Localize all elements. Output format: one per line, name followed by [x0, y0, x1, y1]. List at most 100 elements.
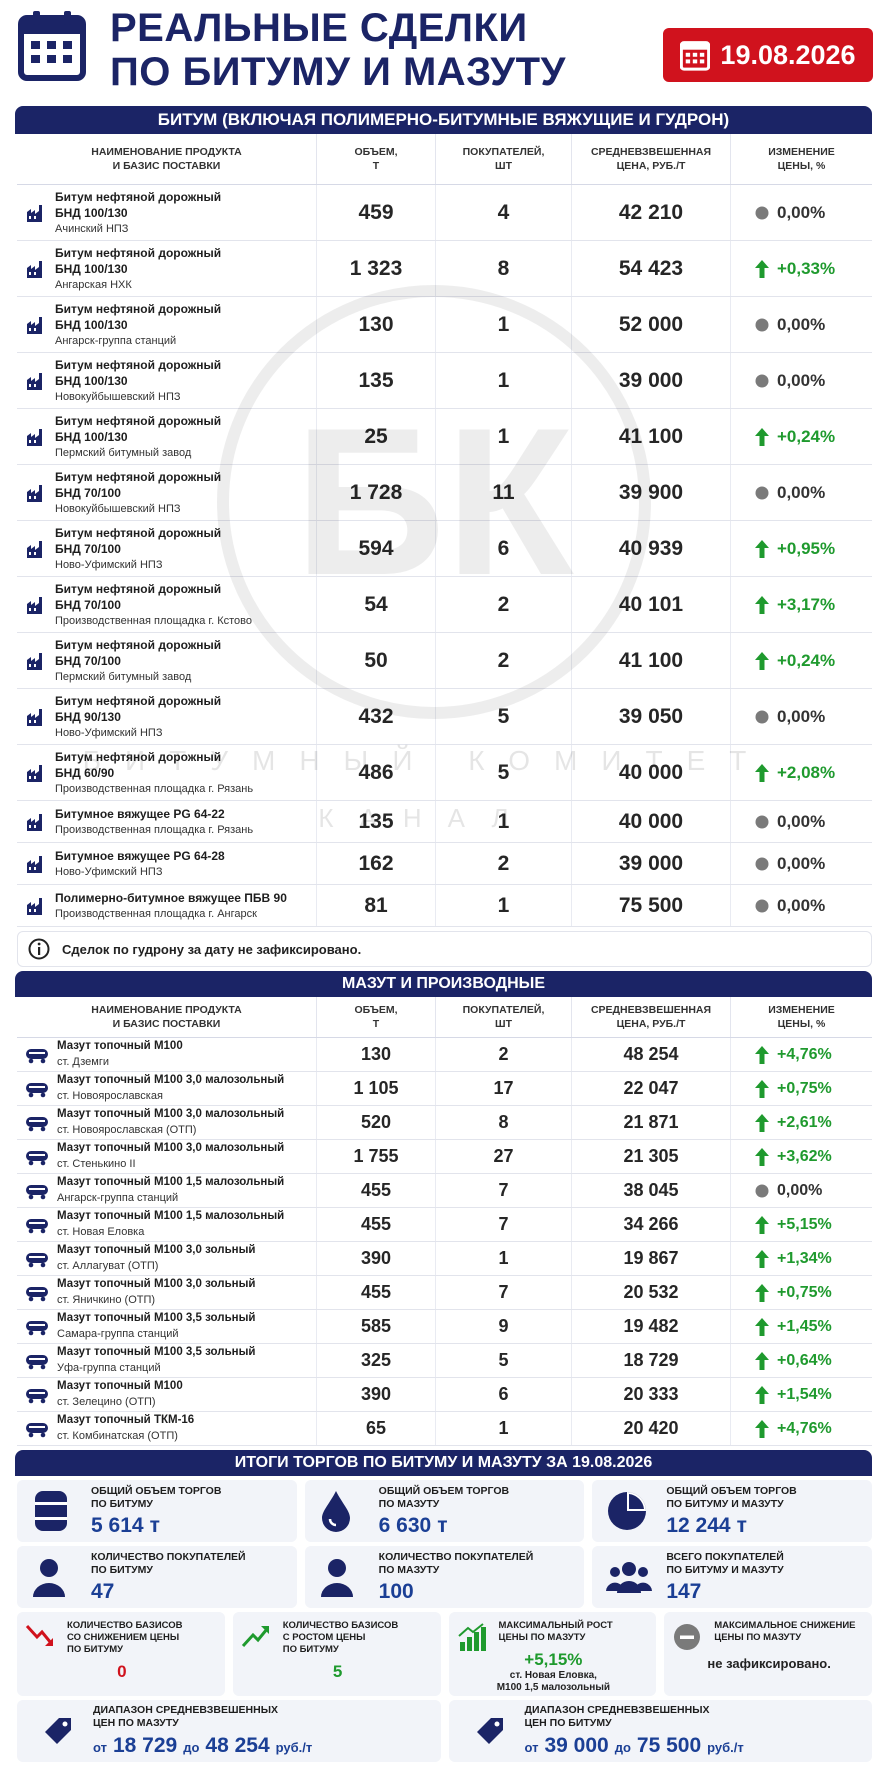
- name-lines: Мазут топочный ТКМ-16 ст. Комбинатская (О…: [57, 1413, 194, 1444]
- icon-part: [622, 1562, 637, 1576]
- product-name: Битум нефтяной дорожный: [55, 245, 222, 260]
- icon-part: [27, 652, 42, 670]
- delivery-basis: Производственная площадка г. Рязань: [55, 782, 254, 795]
- product-name: БНД 90/130: [55, 709, 121, 724]
- icon-part: [37, 942, 41, 946]
- section-title: БИТУМ (ВКЛЮЧАЯ ПОЛИМЕРНО-БИТУМНЫЕ ВЯЖУЩИ…: [15, 106, 872, 134]
- highlight-value: 0: [117, 1662, 127, 1681]
- price-change: +1,54%: [777, 1385, 832, 1403]
- icon-part: [606, 1562, 653, 1593]
- volume-cell: 455: [317, 1208, 436, 1241]
- icon-part: [755, 206, 769, 219]
- delivery-basis: Производственная площадка г. Ангарск: [55, 907, 257, 920]
- price-tag-icon: [41, 1714, 75, 1748]
- stat-text: ОБЩИЙ ОБЪЕМ ТОРГОВ ПО БИТУМУ 5 614 т: [91, 1485, 221, 1538]
- icon-part: [241, 1626, 269, 1648]
- price-cell: 39 000: [572, 353, 731, 408]
- icon-part: [617, 1581, 642, 1593]
- icon-part: [28, 1058, 34, 1063]
- icon-part: [28, 1228, 34, 1233]
- icon-part: [40, 1296, 46, 1301]
- icon-part: [26, 1150, 48, 1165]
- icon-part: [755, 486, 769, 499]
- icon-part: [25, 1624, 53, 1644]
- name-cell: Мазут топочный М100 3,5 зольный Самара-гр…: [17, 1310, 317, 1343]
- buyers-cell: 2: [436, 577, 572, 632]
- highlight-card: КОЛИЧЕСТВО БАЗИСОВ СО СНИЖЕНИЕМ ЦЕНЫ ПО …: [17, 1612, 225, 1696]
- icon-part: [26, 1116, 48, 1131]
- icon-part: [31, 55, 40, 63]
- change-cell: +4,76%: [731, 1412, 872, 1445]
- buyers: 7: [498, 1282, 509, 1302]
- buyers-cell: 1: [436, 409, 572, 464]
- icon-part: [755, 857, 769, 870]
- icon-part: [260, 1626, 269, 1634]
- price-cell: 52 000: [572, 297, 731, 352]
- name-lines: Мазут топочный М100 3,0 зольный ст. Яничк…: [57, 1277, 255, 1308]
- table-row: Битум нефтяной дорожный БНД 70/100 Ново-Уф…: [17, 521, 872, 577]
- buyers: 6: [497, 536, 510, 560]
- name-cell: Мазут топочный ТКМ-16 ст. Комбинатская (О…: [17, 1412, 317, 1445]
- stat-value-line: 147: [666, 1577, 784, 1604]
- icon-part: [494, 1721, 499, 1727]
- product-icon: [25, 370, 47, 392]
- price-cell: 21 305: [572, 1140, 731, 1173]
- table-row: Мазут топочный М100 3,0 малозольный ст. Н…: [17, 1106, 872, 1140]
- price: 19 867: [623, 1248, 679, 1268]
- icon-part: [25, 1624, 53, 1646]
- volume: 130: [358, 312, 394, 336]
- price-cell: 40 000: [572, 801, 731, 842]
- icon-part: [29, 1051, 45, 1054]
- icon-part: [755, 815, 769, 828]
- table-row: Битум нефтяной дорожный БНД 100/130 Новоку…: [17, 353, 872, 409]
- product-icon: [25, 1080, 49, 1098]
- delivery-basis: Производственная площадка г. Кстово: [55, 614, 252, 627]
- up-arrow-icon: [755, 1113, 769, 1132]
- icon-part: [26, 1388, 48, 1403]
- range-from: 39 000: [544, 1734, 609, 1757]
- column-title: СРЕДНЕВЗВЕШЕННАЯ ЦЕНА, РУБ./Т: [572, 997, 731, 1037]
- icon-part: [29, 866, 31, 870]
- price: 22 047: [623, 1078, 679, 1098]
- price-cell: 39 900: [572, 465, 731, 520]
- highlight-row: КОЛИЧЕСТВО БАЗИСОВ СО СНИЖЕНИЕМ ЦЕНЫ ПО …: [17, 1612, 872, 1696]
- price-change: 0,00%: [777, 811, 826, 831]
- icon-part: [320, 1559, 353, 1597]
- range-from: 18 729: [112, 1734, 178, 1757]
- icon-part: [755, 1184, 769, 1197]
- icon-part: [241, 1628, 268, 1648]
- change-cell: 0,00%: [731, 689, 872, 744]
- icon-part: [27, 764, 42, 782]
- stat-label: КОЛИЧЕСТВО ПОКУПАТЕЛЕЙ ПО БИТУМУ: [91, 1550, 246, 1576]
- icon-part: [28, 938, 50, 960]
- stat-icon: [606, 1559, 654, 1595]
- highlight-value: +5,15%: [524, 1650, 583, 1669]
- name-lines: Мазут топочный М100 3,0 зольный ст. Аллаг…: [57, 1243, 255, 1274]
- name-cell: Битум нефтяной дорожный БНД 100/130 Ангарс…: [17, 241, 317, 296]
- product-name: Битум нефтяной дорожный: [55, 637, 222, 652]
- change-cell: +0,95%: [731, 521, 872, 576]
- product-name: Мазут топочный М100 1,5 малозольный: [57, 1176, 285, 1188]
- delivery-basis: ст. Аллагуват (ОТП): [57, 1259, 159, 1272]
- icon-part: [755, 710, 769, 723]
- price-change: +5,15%: [777, 1215, 832, 1233]
- range-label: ДИАПАЗОН СРЕДНЕВЗВЕШЕННЫХ ЦЕН ПО БИТУМУ: [524, 1704, 710, 1729]
- icon-part: [327, 1559, 346, 1577]
- stat-value: 147: [666, 1579, 702, 1603]
- title-line: ПО БИТУМУ И МАЗУТУ: [110, 50, 566, 94]
- stat-label: ОБЩИЙ ОБЪЕМ ТОРГОВ ПО МАЗУТУ: [378, 1484, 510, 1510]
- table-row: Мазут топочный М100 3,0 зольный ст. Яничк…: [17, 1276, 872, 1310]
- table-row: Мазут топочный М100 1,5 малозольный Ангар…: [17, 1174, 872, 1208]
- table-row: Битумное вяжущее PG 64-28 Ново-Уфимский Н…: [17, 843, 872, 885]
- icon-part: [700, 52, 705, 57]
- icon-part: [27, 428, 42, 446]
- highlight-card: КОЛИЧЕСТВО БАЗИСОВ С РОСТОМ ЦЕНЫ ПО БИТУ…: [232, 1612, 441, 1696]
- buyers: 2: [497, 851, 510, 875]
- stat-value: 5 614: [91, 1513, 144, 1537]
- price-change: +0,95%: [777, 538, 836, 558]
- name-cell: Битум нефтяной дорожный БНД 70/100 Пермски…: [17, 633, 317, 688]
- volume-cell: 130: [317, 297, 436, 352]
- price-change: 0,00%: [777, 370, 826, 390]
- icon-part: [29, 1323, 45, 1326]
- product-icon: [25, 1420, 49, 1438]
